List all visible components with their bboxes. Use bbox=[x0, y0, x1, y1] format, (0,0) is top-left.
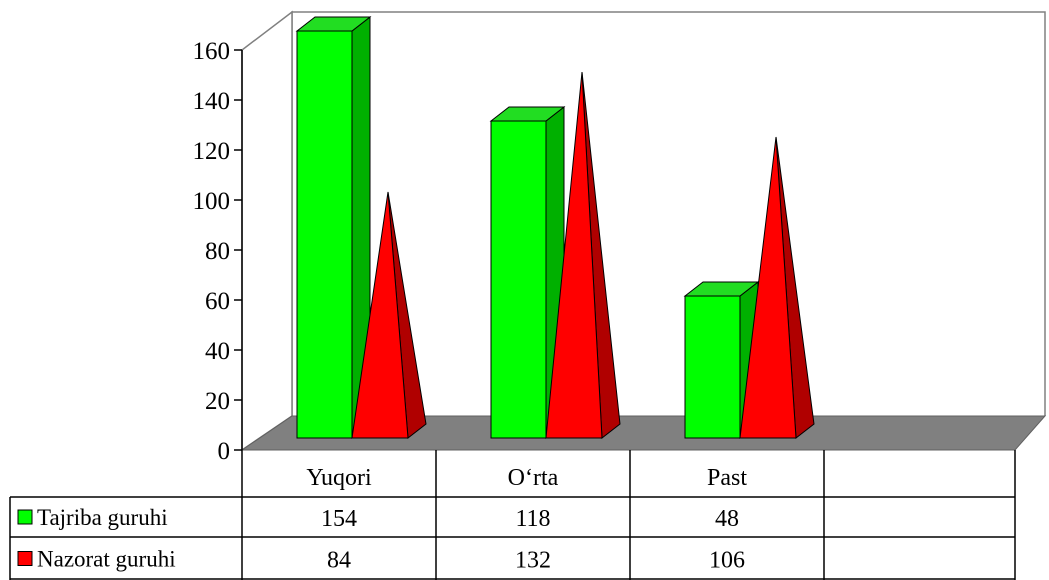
bar-front bbox=[296, 30, 353, 439]
x-category-label: O‘rta bbox=[508, 465, 559, 491]
y-tick-label: 60 bbox=[205, 288, 230, 315]
legend-label: Tajriba guruhi bbox=[37, 505, 168, 530]
data-table-value: 118 bbox=[515, 506, 550, 532]
y-tick-label: 100 bbox=[193, 188, 231, 215]
pyramid-front bbox=[351, 191, 409, 439]
data-table-value: 154 bbox=[321, 506, 357, 532]
pyramid-nazorat-guruhi-o-rta bbox=[545, 71, 621, 439]
y-axis: 0 20 40 60 80 100 120 140 160 bbox=[193, 38, 243, 465]
y-tick-label: 140 bbox=[193, 88, 231, 115]
pyramid-front bbox=[545, 71, 603, 439]
chart-walls bbox=[240, 10, 1047, 452]
legend-key-nazorat-guruhi bbox=[17, 551, 33, 566]
bar-front bbox=[490, 120, 547, 439]
bar-front bbox=[684, 295, 741, 439]
side-wall bbox=[241, 10, 293, 452]
bar-tajriba-guruhi-o-rta bbox=[489, 105, 566, 440]
data-table: Yuqori O‘rta Past Tajriba guruhi 154 118 48 Naz… bbox=[9, 450, 1016, 580]
data-table-value: 48 bbox=[715, 506, 739, 532]
pyramid-nazorat-guruhi-yuqori bbox=[351, 191, 427, 439]
y-tick-label: 20 bbox=[205, 388, 230, 415]
y-tick-label: 120 bbox=[193, 138, 231, 165]
legend-key-tajriba-guruhi bbox=[17, 509, 33, 525]
y-tick-label: 160 bbox=[193, 38, 231, 65]
pyramid-front bbox=[739, 136, 797, 439]
legend-label: Nazorat guruhi bbox=[37, 547, 176, 572]
y-tick-label: 80 bbox=[205, 238, 230, 265]
chart-floor bbox=[240, 415, 1047, 451]
x-category-label: Yuqori bbox=[306, 465, 372, 491]
data-table-value: 132 bbox=[515, 548, 551, 574]
data-table-value: 84 bbox=[327, 548, 351, 574]
y-tick-label: 40 bbox=[205, 338, 230, 365]
x-category-label: Past bbox=[707, 465, 747, 491]
pyramid-nazorat-guruhi-past bbox=[739, 136, 815, 439]
bar-series bbox=[295, 15, 815, 440]
y-tick-label: 0 bbox=[218, 438, 231, 465]
data-table-value: 106 bbox=[709, 548, 745, 574]
bar-tajriba-guruhi-yuqori bbox=[295, 15, 372, 440]
